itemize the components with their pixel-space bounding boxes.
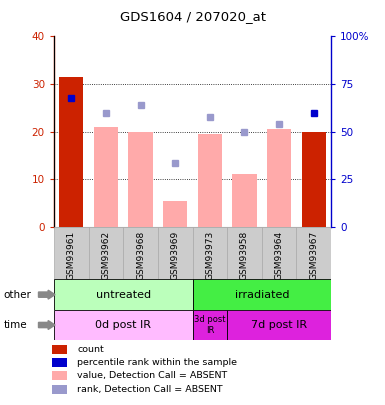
Text: GSM93973: GSM93973 [205, 231, 214, 280]
Bar [227, 310, 331, 340]
Bar [54, 310, 192, 340]
Text: 0d post IR: 0d post IR [95, 320, 151, 330]
Text: count: count [77, 345, 104, 354]
Text: untreated: untreated [95, 290, 151, 300]
Text: other: other [4, 290, 32, 300]
Text: GSM93962: GSM93962 [101, 231, 110, 280]
Text: GSM93964: GSM93964 [275, 231, 284, 280]
Bar [233, 175, 257, 227]
Text: 7d post IR: 7d post IR [251, 320, 307, 330]
Text: GSM93961: GSM93961 [67, 231, 76, 280]
Bar [227, 227, 262, 279]
Bar [302, 132, 326, 227]
Text: percentile rank within the sample: percentile rank within the sample [77, 358, 237, 367]
Text: rank, Detection Call = ABSENT: rank, Detection Call = ABSENT [77, 385, 223, 394]
Bar [262, 227, 296, 279]
Bar [89, 227, 123, 279]
Bar [94, 127, 118, 227]
Bar [54, 279, 192, 310]
Bar [123, 227, 158, 279]
Text: GSM93969: GSM93969 [171, 231, 180, 280]
Text: value, Detection Call = ABSENT: value, Detection Call = ABSENT [77, 371, 227, 380]
Text: 3d post
IR: 3d post IR [194, 315, 226, 335]
Text: GSM93958: GSM93958 [240, 231, 249, 280]
Bar [267, 129, 291, 227]
Bar [158, 227, 192, 279]
Text: GSM93967: GSM93967 [309, 231, 318, 280]
Text: GSM93968: GSM93968 [136, 231, 145, 280]
Bar [192, 279, 331, 310]
Text: irradiated: irradiated [234, 290, 289, 300]
Bar [198, 134, 222, 227]
Bar [163, 200, 187, 227]
Bar [296, 227, 331, 279]
Bar [129, 132, 153, 227]
Bar [192, 310, 227, 340]
Bar [59, 77, 84, 227]
Text: time: time [4, 320, 27, 330]
Text: GDS1604 / 207020_at: GDS1604 / 207020_at [119, 10, 266, 23]
Bar [54, 227, 89, 279]
Bar [192, 227, 227, 279]
